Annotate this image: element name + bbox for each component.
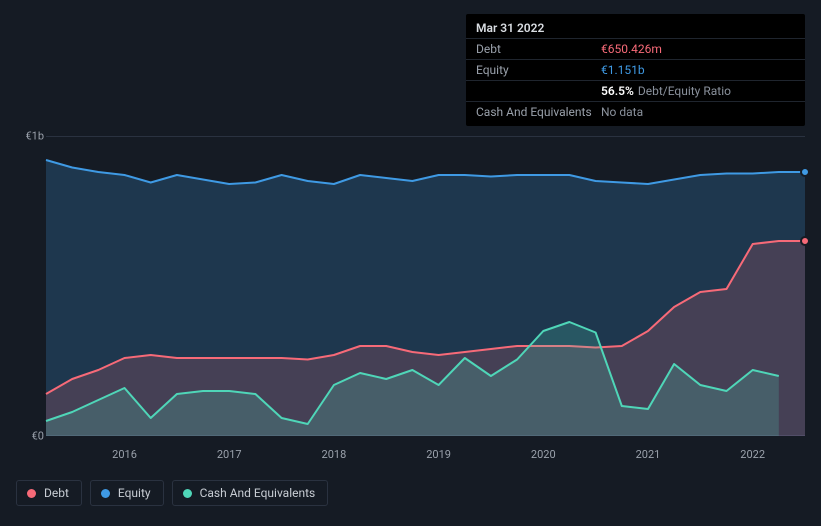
- x-tick: 2021: [636, 448, 661, 461]
- legend-label: Cash And Equivalents: [200, 486, 316, 500]
- x-tick: 2018: [322, 448, 347, 461]
- legend-label: Equity: [118, 486, 151, 500]
- legend: Debt Equity Cash And Equivalents: [16, 480, 328, 506]
- x-tick: 2016: [112, 448, 137, 461]
- tooltip-label: Cash And Equivalents: [476, 105, 601, 119]
- chart-tooltip: Mar 31 2022 Debt €650.426m Equity €1.151…: [466, 14, 805, 126]
- tooltip-value: No data: [601, 105, 643, 119]
- x-tick: 2022: [740, 448, 765, 461]
- y-tick: €1b: [25, 130, 44, 143]
- legend-dot: [101, 489, 110, 498]
- x-tick: 2017: [217, 448, 242, 461]
- tooltip-value: €650.426m: [601, 42, 662, 56]
- tooltip-row-cash: Cash And Equivalents No data: [466, 101, 805, 122]
- plot-region[interactable]: [46, 136, 805, 436]
- legend-item-cash[interactable]: Cash And Equivalents: [172, 480, 329, 506]
- y-axis: €1b €0: [16, 124, 46, 444]
- tooltip-row-equity: Equity €1.151b: [466, 59, 805, 80]
- tooltip-value: 56.5%Debt/Equity Ratio: [601, 84, 731, 98]
- legend-dot: [27, 489, 36, 498]
- series-end-marker: [800, 167, 810, 177]
- tooltip-label: Equity: [476, 63, 601, 77]
- tooltip-label: [476, 84, 601, 98]
- tooltip-row-ratio: 56.5%Debt/Equity Ratio: [466, 80, 805, 101]
- x-axis: 2016 2017 2018 2019 2020 2021 2022: [46, 444, 805, 464]
- chart-container: Mar 31 2022 Debt €650.426m Equity €1.151…: [0, 0, 821, 526]
- legend-item-debt[interactable]: Debt: [16, 480, 82, 506]
- y-tick: €0: [32, 430, 44, 443]
- legend-label: Debt: [44, 486, 69, 500]
- tooltip-date: Mar 31 2022: [476, 21, 544, 35]
- tooltip-label: Debt: [476, 42, 601, 56]
- legend-item-equity[interactable]: Equity: [90, 480, 164, 506]
- tooltip-value: €1.151b: [601, 63, 645, 77]
- chart-area[interactable]: €1b €0 2016 2017 2018 2019 2020 2021 2022: [16, 124, 805, 464]
- x-tick: 2019: [426, 448, 451, 461]
- tooltip-row-debt: Debt €650.426m: [466, 38, 805, 59]
- series-end-marker: [800, 236, 810, 246]
- x-tick: 2020: [531, 448, 556, 461]
- chart-svg: [46, 136, 805, 436]
- legend-dot: [183, 489, 192, 498]
